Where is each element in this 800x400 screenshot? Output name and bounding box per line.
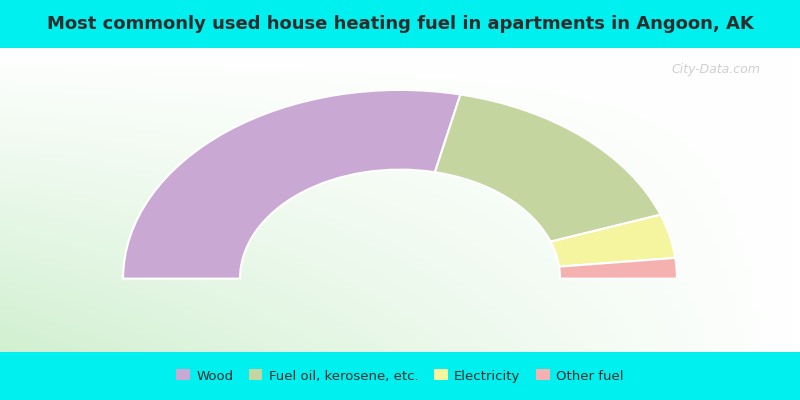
- Wedge shape: [435, 94, 661, 242]
- Wedge shape: [550, 215, 675, 267]
- Text: Most commonly used house heating fuel in apartments in Angoon, AK: Most commonly used house heating fuel in…: [46, 15, 754, 33]
- Wedge shape: [559, 258, 677, 279]
- Text: City-Data.com: City-Data.com: [671, 63, 760, 76]
- Wedge shape: [123, 90, 461, 279]
- Legend: Wood, Fuel oil, kerosene, etc., Electricity, Other fuel: Wood, Fuel oil, kerosene, etc., Electric…: [171, 364, 629, 388]
